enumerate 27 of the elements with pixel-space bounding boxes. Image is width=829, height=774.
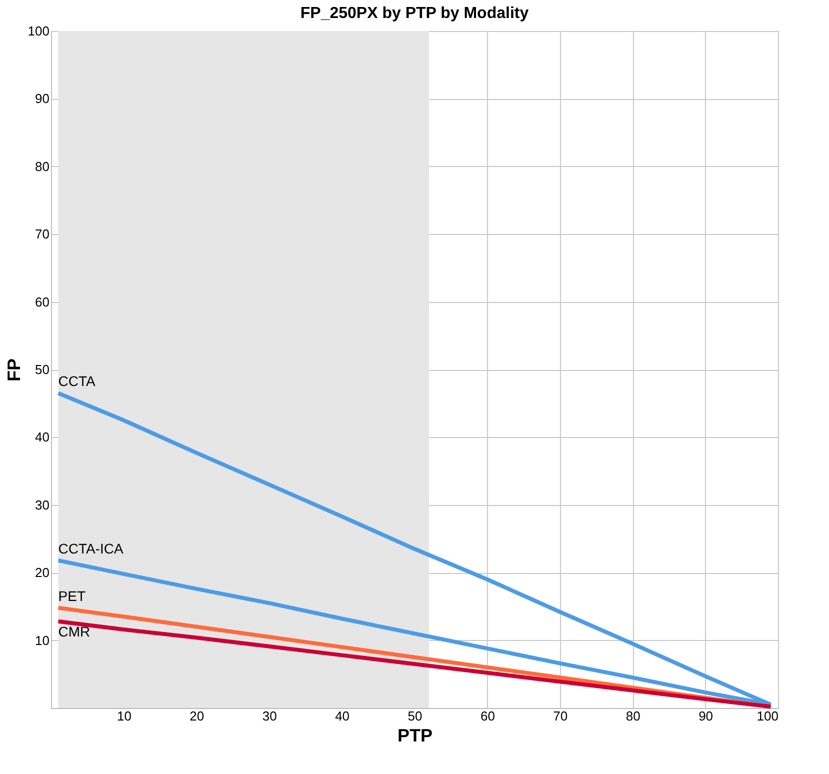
x-tick-label: 50 — [408, 708, 422, 724]
y-tick-label: 70 — [35, 226, 50, 242]
y-tick-label: 100 — [28, 24, 50, 38]
y-tick-label: 30 — [35, 497, 50, 512]
chart-title: FP_250PX by PTP by Modality — [300, 5, 529, 22]
x-tick-label: 10 — [116, 708, 132, 724]
y-tick-label: 20 — [35, 565, 50, 580]
x-tick-label: 40 — [335, 708, 350, 724]
y-tick-label: 10 — [35, 632, 50, 648]
x-tick-label: 90 — [698, 708, 714, 724]
y-tick-label: 90 — [35, 91, 50, 106]
x-tick-label: 70 — [553, 708, 568, 724]
x-axis-title: PTP — [397, 726, 433, 746]
y-tick-label: 80 — [35, 158, 50, 174]
y-tick-label: 40 — [35, 430, 50, 445]
x-tick-label: 20 — [190, 708, 204, 724]
y-tick-label: 50 — [35, 362, 50, 377]
y-tick-label: 60 — [35, 294, 50, 310]
series-label: CCTA — [58, 373, 96, 390]
x-tick-label: 80 — [626, 708, 640, 724]
series-label: CCTA-ICA — [58, 540, 124, 556]
x-tick-label: 100 — [756, 708, 778, 724]
y-axis-title: FP — [4, 358, 24, 382]
series-label: PET — [58, 588, 86, 604]
series-label: CMR — [58, 623, 90, 640]
x-tick-label: 30 — [262, 708, 277, 724]
x-tick-label: 60 — [480, 708, 495, 724]
